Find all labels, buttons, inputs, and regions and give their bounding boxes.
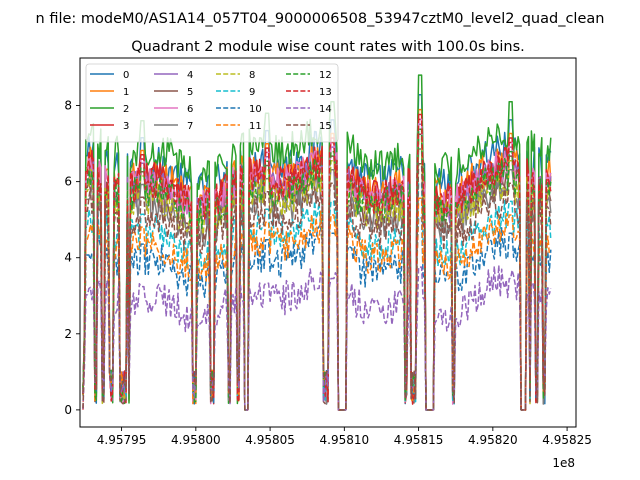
legend-label: 0 [123,70,129,81]
series-line-15 [82,162,552,411]
y-tick-label: 2 [64,327,72,341]
x-offset-label: 1e8 [552,456,575,470]
legend-label: 15 [319,121,332,132]
x-tick-label: 4.95815 [394,433,444,447]
y-tick-label: 6 [64,175,72,189]
x-tick-label: 4.95795 [97,433,147,447]
y-axis: 0 2 4 6 8 [64,99,80,417]
y-tick-label: 0 [64,403,72,417]
x-axis: 4.95795 4.95800 4.95805 4.95810 4.95815 4.958… [97,427,592,447]
legend-label: 8 [249,70,255,81]
y-tick-label: 8 [64,99,72,113]
plot-frame [79,57,577,428]
legend-label: 11 [249,121,262,132]
x-tick-label: 4.95820 [468,433,518,447]
x-tick-label: 4.95825 [542,433,592,447]
legend-label: 4 [187,70,193,81]
legend-label: 13 [319,87,332,98]
legend-label: 6 [187,104,193,115]
legend-label: 3 [123,121,129,132]
figure-suptitle: n file: modeM0/AS1A14_057T04_9000006508_… [36,11,605,27]
series-line-11 [82,197,552,411]
legend-label: 5 [187,87,193,98]
legend-label: 7 [187,121,193,132]
legend-box [85,63,339,143]
x-tick-label: 4.95800 [171,433,221,447]
y-tick-label: 4 [64,251,72,265]
series-line-9 [82,182,552,411]
legend-label: 2 [123,104,129,115]
plot-title: Quadrant 2 module wise count rates with … [131,39,525,55]
legend-label: 12 [319,70,332,81]
legend-label: 10 [249,104,262,115]
series-line-13 [82,118,552,411]
legend-label: 9 [249,87,255,98]
legend-label: 1 [123,87,129,98]
legend-label: 14 [319,104,332,115]
series-line-14 [82,264,552,411]
series-line-8 [82,138,552,411]
x-tick-label: 4.95805 [245,433,295,447]
x-tick-label: 4.95810 [320,433,370,447]
series-layer [82,74,552,411]
series-line-10 [82,217,552,411]
